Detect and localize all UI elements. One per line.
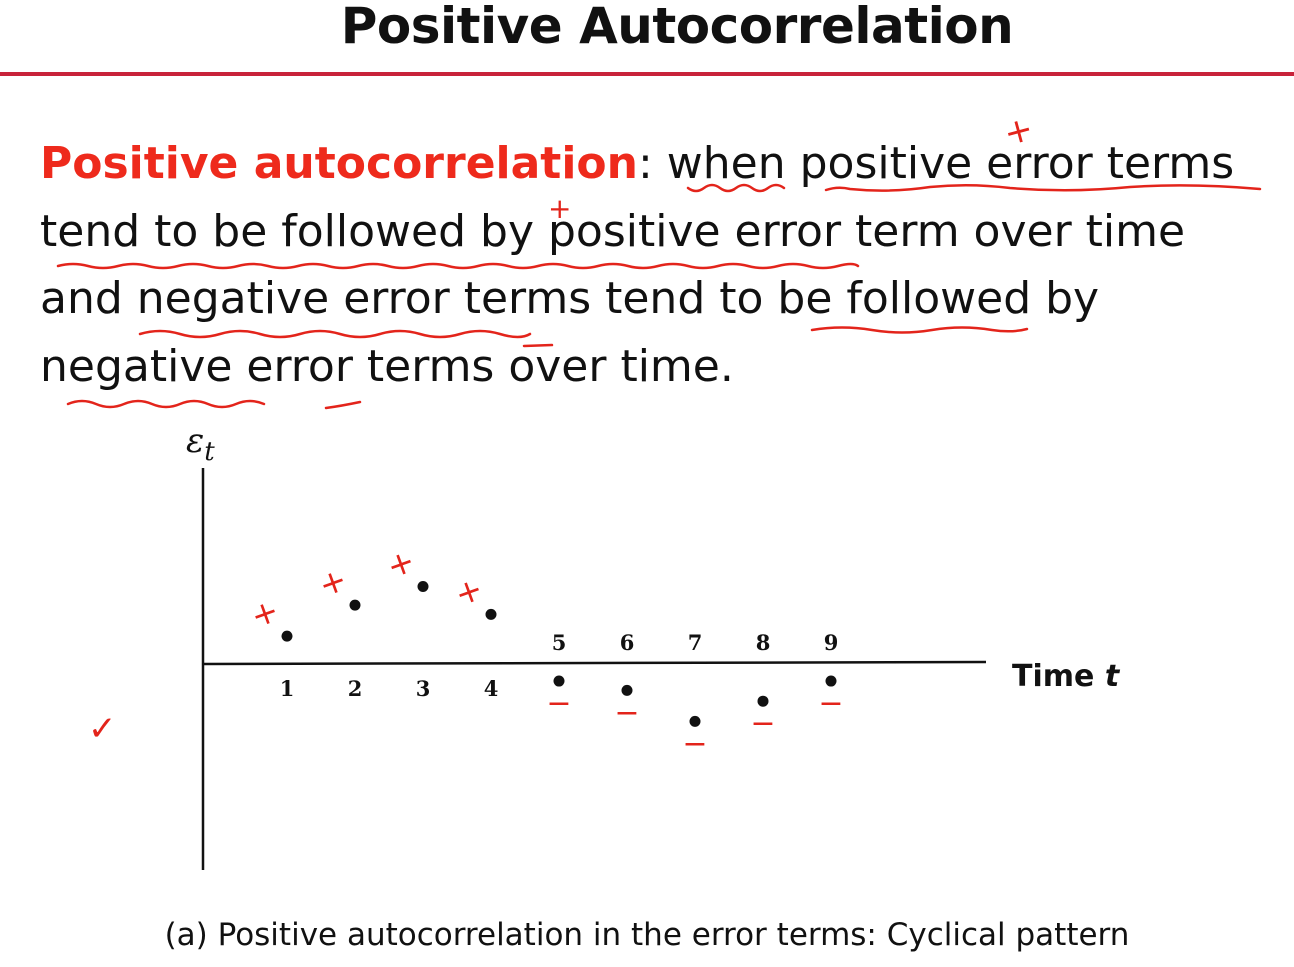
x-tick-label: 8	[756, 630, 771, 655]
x-axis-label: Time t	[1012, 659, 1121, 694]
data-point	[281, 630, 293, 642]
ink-minus: −	[546, 686, 571, 721]
data-point	[553, 675, 565, 687]
figure-caption: (a) Positive autocorrelation in the erro…	[164, 917, 1130, 953]
data-point	[417, 581, 429, 592]
ink-minus: −	[750, 706, 775, 741]
x-tick-label: 3	[416, 676, 431, 701]
y-axis-label: εt	[186, 421, 215, 467]
ink-minus: −	[682, 726, 707, 761]
definition-line-2: tend to be followed by positive error te…	[40, 206, 1186, 257]
x-tick-label: 2	[348, 676, 363, 701]
y-axis-symbol: ε	[186, 421, 204, 461]
x-tick-label: 7	[688, 630, 703, 655]
definition-line-1-text: : when positive error terms	[637, 138, 1235, 189]
x-tick-label: 6	[620, 630, 635, 655]
slide-title: Positive Autocorrelation	[340, 0, 1014, 55]
definition-line-4: negative error terms over time.	[40, 341, 734, 392]
ink-plus: +	[314, 560, 352, 605]
title-divider	[0, 72, 1294, 76]
data-point	[485, 608, 497, 620]
ink-plus: +	[450, 569, 488, 614]
x-tick-label: 4	[484, 676, 499, 701]
definition-term: Positive autocorrelation	[40, 138, 638, 189]
ink-plus: +	[246, 591, 284, 636]
x-tick-label: 5	[552, 630, 567, 655]
data-point	[825, 675, 837, 687]
data-point	[621, 684, 633, 696]
ink-minus: −	[818, 686, 843, 721]
x-tick-label: 9	[824, 630, 839, 655]
data-point	[757, 695, 769, 707]
ink-minus: −	[614, 695, 639, 730]
x-axis-variable: t	[1105, 659, 1121, 694]
x-tick-label: 1	[280, 676, 295, 701]
definition-line-1: Positive autocorrelation: when positive …	[40, 136, 1234, 192]
data-point	[349, 599, 361, 611]
x-axis-word: Time	[1012, 659, 1094, 694]
ink-plus: +	[382, 541, 420, 586]
definition-line-3: and negative error terms tend to be foll…	[40, 273, 1100, 324]
x-axis	[202, 660, 987, 666]
y-axis-subscript: t	[204, 437, 215, 467]
data-point	[689, 715, 701, 727]
